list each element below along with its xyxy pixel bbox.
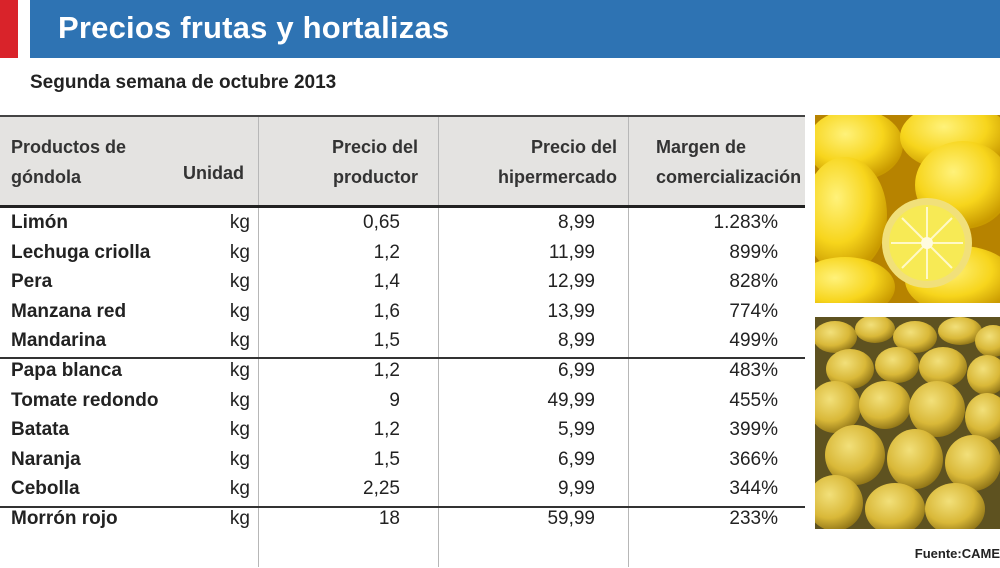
producer-price-cell: 1,5 bbox=[373, 448, 400, 470]
page-title: Precios frutas y hortalizas bbox=[58, 10, 450, 45]
unit-cell: kg bbox=[229, 212, 250, 233]
header-unit: Unidad bbox=[183, 163, 244, 183]
lemons-illustration bbox=[815, 115, 1000, 303]
hyper-price-cell: 8,99 bbox=[558, 330, 595, 352]
header-product-line2: góndola bbox=[11, 167, 81, 187]
hyper-price-cell: 5,99 bbox=[558, 419, 595, 441]
margin-cell: 1.283% bbox=[713, 212, 778, 233]
margin-cell: 344% bbox=[729, 478, 778, 500]
header-hyper-line2: hipermercado bbox=[497, 167, 617, 187]
producer-price-cell: 18 bbox=[378, 508, 400, 529]
unit-cell: kg bbox=[229, 419, 250, 441]
table-row: Papa blanca kg 1,2 6,99 483% bbox=[0, 357, 805, 387]
producer-price-cell: 1,2 bbox=[373, 241, 400, 263]
header-product: Productos de góndola bbox=[11, 132, 126, 192]
page-subtitle: Segunda semana de octubre 2013 bbox=[30, 72, 337, 93]
header-product-line1: Productos de bbox=[11, 137, 127, 157]
hyper-price-cell: 8,99 bbox=[558, 212, 595, 233]
product-name-cell: Cebolla bbox=[11, 478, 80, 500]
table-row: Batata kg 1,2 5,99 399% bbox=[0, 416, 805, 446]
hyper-price-cell: 6,99 bbox=[558, 360, 595, 381]
group-separator-rule bbox=[0, 357, 805, 359]
margin-cell: 483% bbox=[729, 360, 778, 381]
column-separator bbox=[628, 117, 629, 567]
unit-cell: kg bbox=[229, 360, 250, 381]
column-separator bbox=[258, 117, 259, 567]
header-producer-price: Precio del productor bbox=[332, 132, 418, 192]
product-name-cell: Mandarina bbox=[11, 330, 107, 352]
hyper-price-cell: 13,99 bbox=[547, 300, 595, 322]
unit-cell: kg bbox=[229, 330, 250, 352]
unit-cell: kg bbox=[229, 389, 250, 411]
header-hyper-line1: Precio del bbox=[530, 137, 617, 157]
header-producer-line1: Precio del bbox=[331, 137, 418, 157]
title-bar bbox=[30, 0, 1000, 58]
column-separator bbox=[438, 117, 439, 567]
hyper-price-cell: 59,99 bbox=[547, 508, 595, 529]
producer-price-cell: 1,5 bbox=[373, 330, 400, 352]
table-row: Morrón rojo kg 18 59,99 233% bbox=[0, 505, 805, 535]
table-row: Naranja kg 1,5 6,99 366% bbox=[0, 446, 805, 476]
source-credit: Fuente:CAME bbox=[914, 546, 1000, 561]
header-margin: Margen de comercialización bbox=[656, 132, 801, 192]
product-name-cell: Limón bbox=[11, 212, 68, 233]
pears-illustration bbox=[815, 317, 1000, 529]
product-name-cell: Batata bbox=[11, 419, 70, 441]
unit-cell: kg bbox=[229, 300, 250, 322]
table-row: Limón kg 0,65 8,99 1.283% bbox=[0, 209, 805, 239]
product-name-cell: Papa blanca bbox=[11, 360, 122, 381]
margin-cell: 233% bbox=[729, 508, 778, 529]
product-name-cell: Pera bbox=[11, 271, 53, 293]
unit-cell: kg bbox=[229, 478, 250, 500]
unit-cell: kg bbox=[229, 241, 250, 263]
pears-photo bbox=[815, 317, 1000, 529]
product-name-cell: Manzana red bbox=[11, 300, 127, 322]
header-margin-line2: comercialización bbox=[656, 167, 802, 187]
hyper-price-cell: 6,99 bbox=[558, 448, 595, 470]
table-row: Pera kg 1,4 12,99 828% bbox=[0, 268, 805, 298]
table-top-rule bbox=[0, 115, 805, 117]
hyper-price-cell: 9,99 bbox=[558, 478, 595, 500]
table-row: Mandarina kg 1,5 8,99 499% bbox=[0, 327, 805, 357]
producer-price-cell: 1,4 bbox=[373, 271, 400, 293]
producer-price-cell: 0,65 bbox=[363, 212, 400, 233]
header-producer-line2: productor bbox=[333, 167, 418, 187]
producer-price-cell: 9 bbox=[389, 389, 400, 411]
product-name-cell: Morrón rojo bbox=[11, 508, 118, 529]
product-name-cell: Lechuga criolla bbox=[11, 241, 151, 263]
lemons-photo bbox=[815, 115, 1000, 303]
product-name-cell: Tomate redondo bbox=[11, 389, 159, 411]
header-hyper-price: Precio del hipermercado bbox=[498, 132, 617, 192]
red-accent-bar bbox=[0, 0, 18, 58]
producer-price-cell: 2,25 bbox=[363, 478, 400, 500]
hyper-price-cell: 49,99 bbox=[547, 389, 595, 411]
unit-cell: kg bbox=[229, 508, 250, 529]
table-row: Manzana red kg 1,6 13,99 774% bbox=[0, 298, 805, 328]
table-row: Tomate redondo kg 9 49,99 455% bbox=[0, 387, 805, 417]
header-margin-line1: Margen de bbox=[656, 137, 747, 157]
table-row: Lechuga criolla kg 1,2 11,99 899% bbox=[0, 239, 805, 269]
hyper-price-cell: 12,99 bbox=[547, 271, 595, 293]
unit-cell: kg bbox=[229, 448, 250, 470]
margin-cell: 499% bbox=[729, 330, 778, 352]
table-row: Cebolla kg 2,25 9,99 344% bbox=[0, 475, 805, 505]
product-name-cell: Naranja bbox=[11, 448, 81, 470]
group-separator-rule bbox=[0, 506, 805, 508]
margin-cell: 366% bbox=[729, 448, 778, 470]
margin-cell: 774% bbox=[729, 300, 778, 322]
table-header-background bbox=[0, 117, 805, 205]
margin-cell: 899% bbox=[729, 241, 778, 263]
margin-cell: 455% bbox=[729, 389, 778, 411]
margin-cell: 828% bbox=[729, 271, 778, 293]
producer-price-cell: 1,2 bbox=[373, 419, 400, 441]
producer-price-cell: 1,6 bbox=[373, 300, 400, 322]
unit-cell: kg bbox=[229, 271, 250, 293]
hyper-price-cell: 11,99 bbox=[548, 241, 595, 263]
table-header-rule bbox=[0, 205, 805, 208]
margin-cell: 399% bbox=[729, 419, 778, 441]
producer-price-cell: 1,2 bbox=[373, 360, 400, 381]
